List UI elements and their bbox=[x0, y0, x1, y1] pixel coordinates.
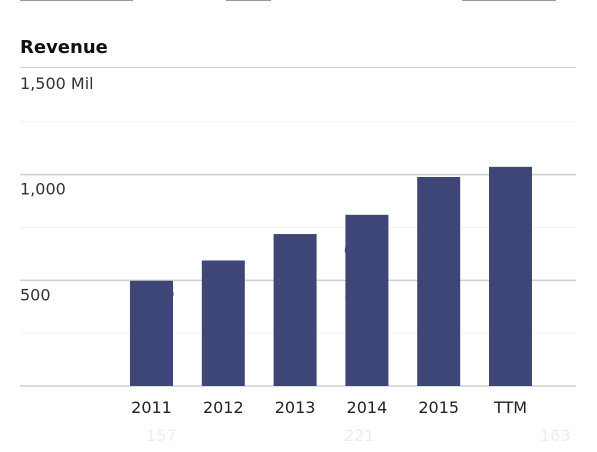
bar-2012 bbox=[201, 260, 245, 386]
y-tick-label: 1,000 bbox=[20, 180, 66, 199]
x-tick-label: 2014 bbox=[347, 398, 388, 417]
title-divider bbox=[20, 67, 576, 68]
x-tick-label: 2015 bbox=[418, 398, 459, 417]
bar-2014 bbox=[345, 214, 389, 386]
bar-ttm bbox=[489, 166, 532, 386]
x-tick-label: 2011 bbox=[131, 398, 172, 417]
x-tick-label: 2013 bbox=[275, 398, 316, 417]
x-tick-label: TTM bbox=[493, 398, 527, 417]
y-tick-label: 1,500 Mil bbox=[20, 74, 94, 93]
bar-2013 bbox=[273, 234, 317, 386]
chart-title: Revenue bbox=[20, 37, 108, 58]
bar-2011 bbox=[130, 280, 173, 386]
top-border-segment bbox=[462, 0, 556, 1]
x-tick-label: 2012 bbox=[203, 398, 244, 417]
y-tick-label: 500 bbox=[20, 285, 51, 304]
top-border-segment bbox=[226, 0, 271, 1]
bar-2015 bbox=[417, 176, 461, 386]
top-border-segment bbox=[20, 0, 133, 1]
